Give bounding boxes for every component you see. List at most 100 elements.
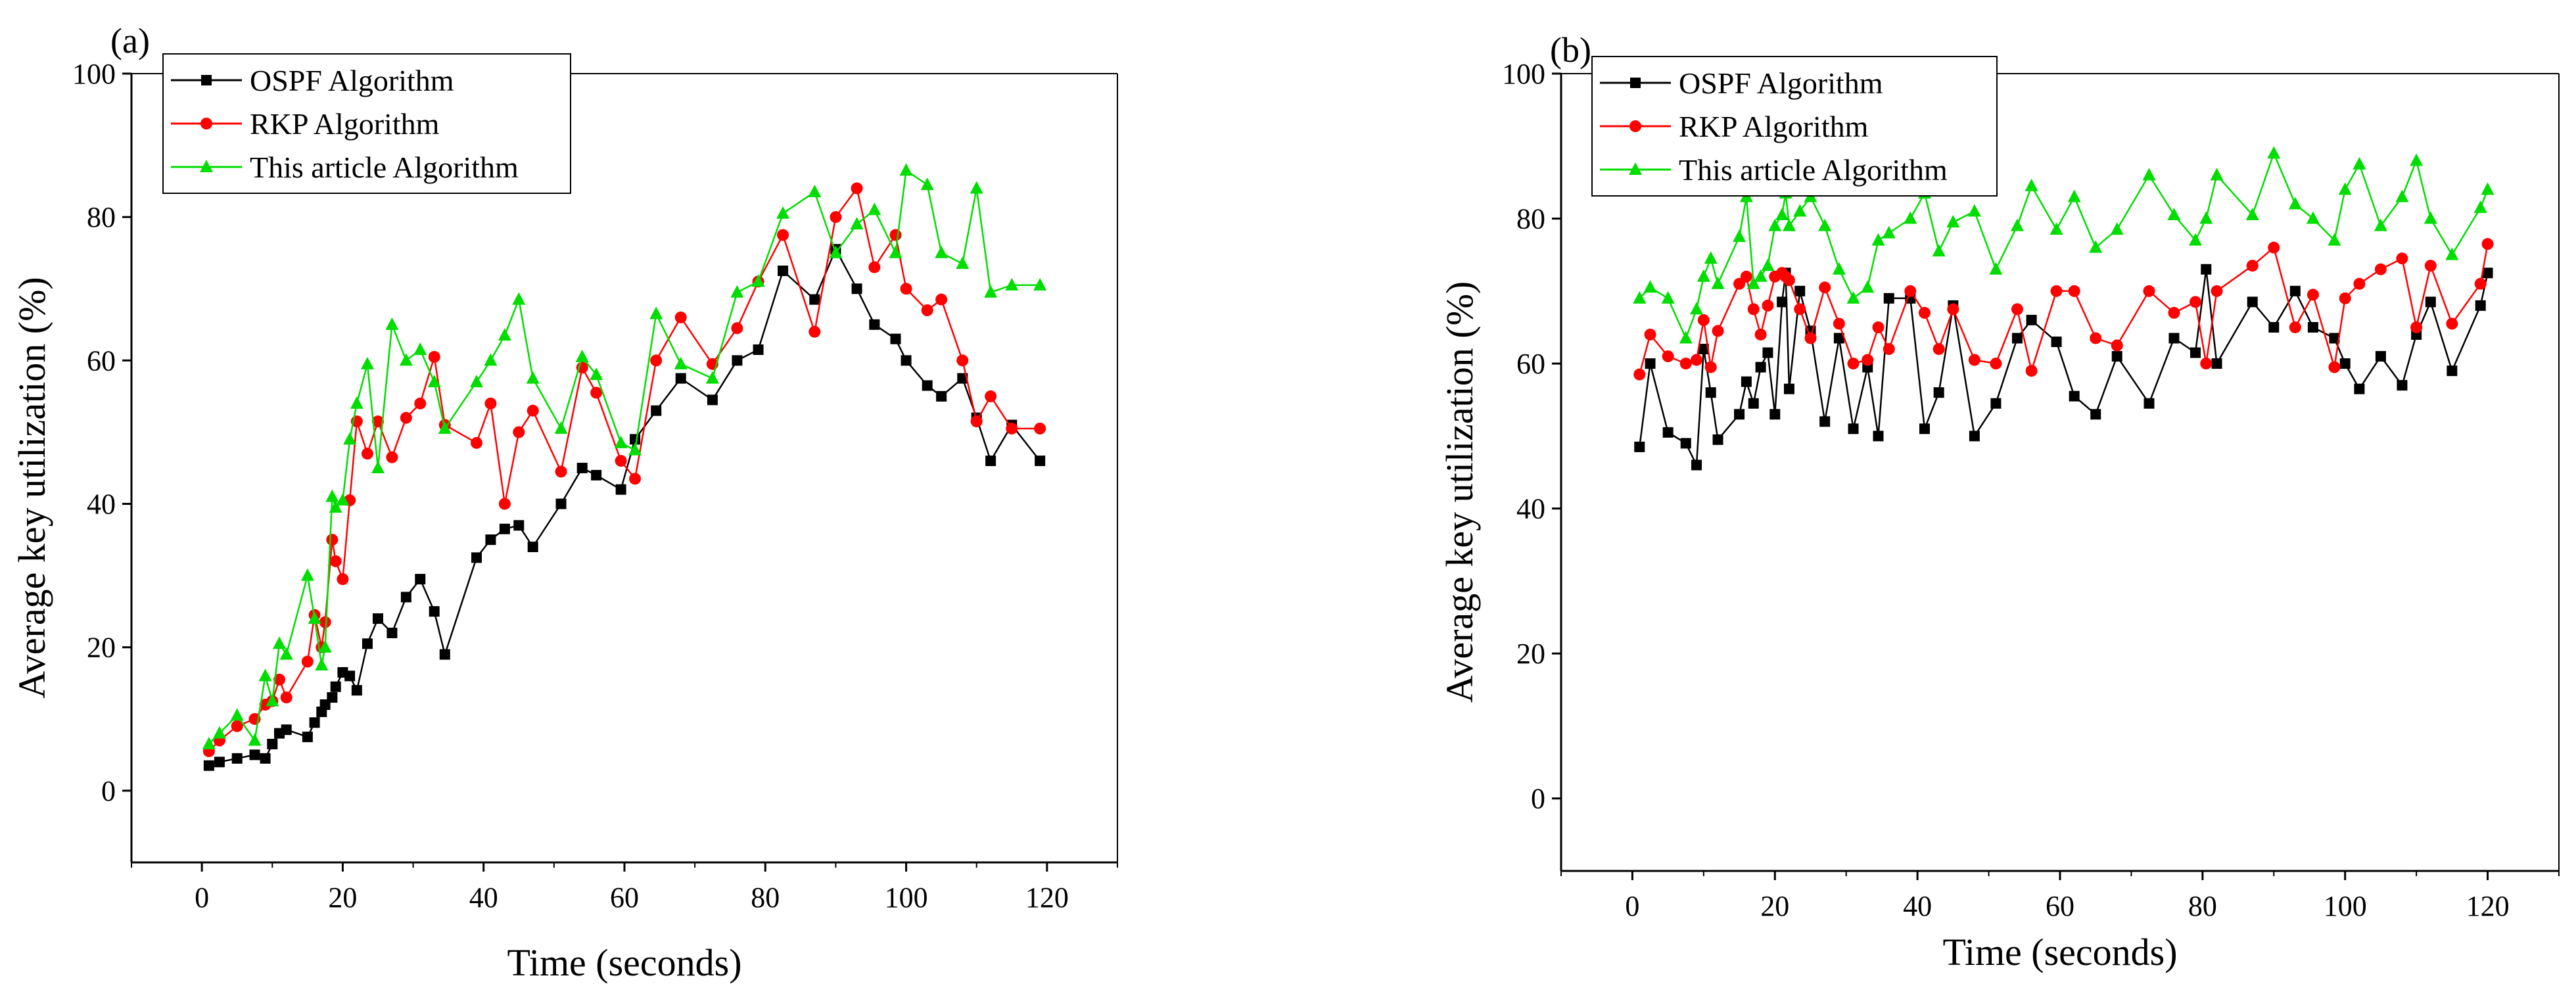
data-point [2473,200,2487,214]
data-point [1819,416,1831,427]
data-point [1818,218,1832,231]
data-point [258,668,272,682]
data-point [326,534,339,546]
data-point [1661,291,1675,304]
data-point [360,356,374,369]
y-axis-label: Average key utilization (%) [11,277,53,698]
data-point [808,325,821,338]
data-point [484,397,497,410]
data-point [427,375,441,388]
data-point [1793,204,1807,217]
legend-marker [200,160,213,172]
data-point [273,636,286,649]
y-tick-label: 40 [87,488,116,521]
data-point [1680,438,1691,449]
data-point [2328,361,2341,373]
data-point [1873,431,1884,442]
data-point [2210,168,2224,181]
data-point [591,469,602,480]
data-point [1882,225,1896,239]
data-point [1782,218,1796,231]
data-point [266,693,279,707]
data-point [231,753,243,764]
data-point [1933,387,1944,398]
data-point [1679,331,1693,344]
data-point [590,367,603,381]
data-point [372,415,384,428]
legend-label: RKP Algorithm [250,107,440,141]
data-point [614,435,628,448]
data-point [1833,317,1845,330]
data-point [2025,365,2038,377]
data-point [1733,229,1746,243]
data-point [1704,251,1718,264]
data-point [513,426,525,438]
x-tick-label: 120 [1025,881,1069,914]
data-point [851,283,862,294]
data-point [2067,189,2081,202]
data-point [1919,423,1930,434]
data-point [705,371,719,384]
data-point [2245,208,2259,221]
data-point [1746,276,1760,289]
data-point [1783,274,1795,287]
legend-marker [200,118,212,129]
data-point [202,737,216,749]
data-point [809,294,820,305]
data-point [1775,208,1789,221]
data-point [1697,269,1710,282]
data-point [361,448,373,460]
data-point [1691,459,1702,471]
data-point [386,451,398,463]
data-point [753,344,764,355]
data-point [471,552,482,563]
legend-label: This article Algorithm [250,151,519,184]
data-point [2111,339,2123,352]
panel-label: (a) [110,21,150,60]
data-point [231,720,243,732]
data-point [267,739,278,749]
data-point [214,757,225,768]
data-point [956,354,969,367]
data-point [400,411,412,424]
data-point [1633,368,1646,381]
data-point [2211,358,2222,369]
data-point [1697,314,1710,326]
x-axis-label: Time (seconds) [507,941,741,984]
data-point [2446,317,2458,330]
data-point [1932,244,1946,257]
y-tick-label: 0 [1531,783,1545,815]
data-point [1754,269,1768,282]
data-point [2190,296,2202,308]
data-point [470,375,483,388]
data-point [2424,260,2437,272]
x-tick-label: 80 [751,881,780,914]
data-point [1762,299,1774,312]
data-point [438,421,452,434]
data-point [935,245,948,258]
data-point [675,373,686,384]
legend-label: RKP Algorithm [1679,110,1869,143]
data-point [731,322,743,335]
data-point [2289,321,2301,333]
data-point [730,285,744,298]
data-point [956,256,970,269]
data-point [2339,358,2351,369]
data-point [1848,423,1859,434]
data-point [922,380,933,391]
data-point [428,350,440,363]
data-point [899,163,913,176]
data-point [2353,277,2366,290]
legend-label: This article Algorithm [1679,153,1948,187]
data-point [2396,252,2408,265]
data-point [527,404,539,417]
data-point [868,261,881,273]
data-point [2189,233,2203,246]
data-point [1769,409,1781,420]
data-point [1033,277,1047,291]
data-point [1989,262,2003,275]
series-this-article-algorithm [202,163,1047,749]
data-point [1711,276,1725,289]
legend-marker [1629,120,1641,132]
